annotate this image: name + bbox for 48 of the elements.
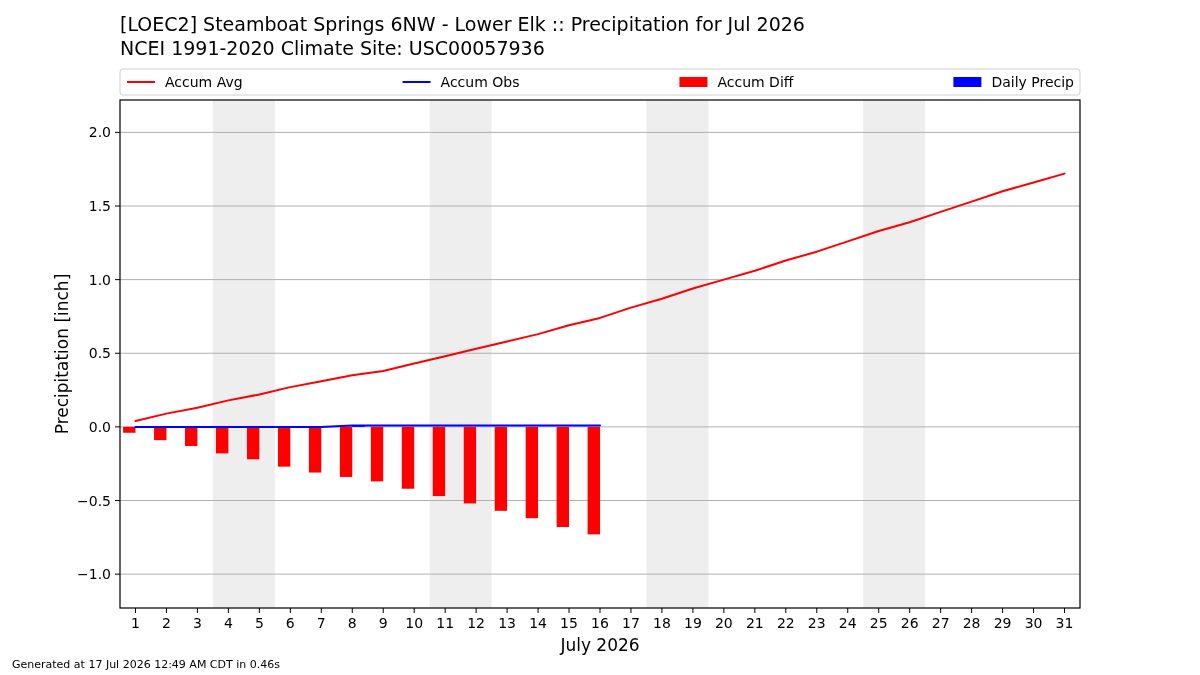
y-tick-label: 0.5: [88, 345, 111, 362]
x-tick-label: 4: [223, 615, 233, 631]
x-tick-label: 6: [285, 615, 295, 631]
x-tick-label: 13: [498, 615, 517, 631]
y-tick-label: 0.0: [88, 418, 111, 435]
x-tick-label: 11: [436, 615, 455, 631]
x-tick-label: 1: [131, 615, 140, 631]
x-tick-label: 20: [714, 615, 733, 631]
x-tick-label: 19: [683, 615, 702, 631]
chart-title: [LOEC2] Steamboat Springs 6NW - Lower Elk :: Precipitation for Jul 2026: [120, 13, 805, 35]
x-tick-label: 14: [529, 615, 548, 631]
x-tick-label: 18: [653, 615, 671, 631]
x-axis-title: July 2026: [559, 635, 640, 655]
x-tick-label: 27: [931, 615, 950, 631]
legend-label: Accum Avg: [165, 74, 243, 90]
x-tick-label: 22: [776, 615, 795, 631]
x-tick-label: 2: [161, 615, 171, 631]
x-tick-label: 28: [962, 615, 981, 631]
x-tick-label: 31: [1055, 615, 1074, 631]
y-tick-label: 1.0: [88, 271, 111, 288]
x-tick-label: 24: [838, 615, 857, 631]
text: Generated at 17 Jul 2026 12:49 AM CDT in 0.46s: [12, 658, 281, 671]
chart-subtitle: NCEI 1991-2020 Climate Site: USC00057936: [120, 37, 545, 59]
x-tick-label: 26: [900, 615, 919, 631]
x-tick-label: 7: [316, 615, 326, 631]
x-tick-label: 23: [807, 615, 826, 631]
x-tick-label: 16: [591, 615, 609, 631]
x-tick-label: 25: [869, 615, 888, 631]
y-tick-label: 1.5: [88, 198, 111, 215]
y-axis-title: Precipitation [inch]: [52, 273, 72, 435]
x-tick-label: 15: [560, 615, 578, 631]
x-tick-label: 29: [993, 615, 1012, 631]
x-tick-label: 8: [347, 615, 357, 631]
x-tick-label: 5: [254, 615, 264, 631]
x-tick-label: 21: [745, 615, 764, 631]
legend-label: Daily Precip: [991, 74, 1075, 90]
legend-label: Accum Obs: [440, 74, 520, 90]
y-tick-label: −1.0: [77, 566, 111, 583]
y-tick-label: 2.0: [88, 124, 111, 141]
x-tick-label: 3: [192, 615, 202, 631]
x-tick-label: 30: [1024, 615, 1043, 631]
line-series: [134, 172, 1066, 422]
x-tick-label: 9: [378, 615, 388, 631]
x-tick-label: 10: [405, 615, 424, 631]
x-tick-label: 17: [622, 615, 640, 631]
x-tick-label: 12: [467, 615, 486, 631]
legend-label: Accum Diff: [717, 74, 794, 90]
y-tick-label: −0.5: [77, 492, 111, 509]
